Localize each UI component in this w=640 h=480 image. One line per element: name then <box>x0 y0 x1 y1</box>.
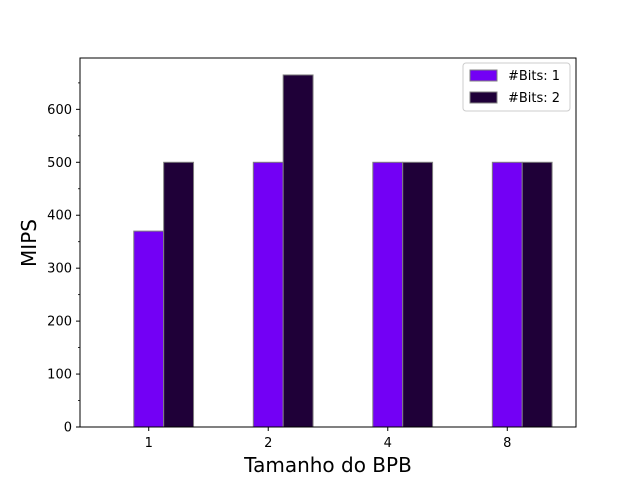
bar-series-1-8 <box>491 161 523 428</box>
legend: #Bits: 1 #Bits: 2 <box>462 62 571 112</box>
bar-series-1-1 <box>133 230 165 428</box>
x-tick-label: 1 <box>145 436 153 451</box>
x-tick-label: 2 <box>264 436 272 451</box>
bar-series-2-8 <box>521 161 553 428</box>
legend-label: #Bits: 2 <box>508 91 560 106</box>
x-tick-label: 4 <box>384 436 392 451</box>
legend-label: #Bits: 1 <box>508 69 560 84</box>
y-axis-label: MIPS <box>17 219 41 267</box>
x-tick-label: 8 <box>503 436 511 451</box>
y-tick-label: 200 <box>47 315 72 330</box>
y-tick-label: 300 <box>47 262 72 277</box>
y-tick-label: 600 <box>47 103 72 118</box>
bar-series-2-1 <box>163 161 195 428</box>
legend-swatch <box>469 91 498 104</box>
bar-series-2-4 <box>402 161 434 428</box>
bar-series-2-2 <box>282 74 314 428</box>
y-tick-label: 400 <box>47 209 72 224</box>
bars-group <box>133 74 553 428</box>
y-tick-label: 100 <box>47 368 72 383</box>
plot-frame <box>79 57 577 428</box>
x-axis: 1 2 4 8 <box>145 427 511 451</box>
bar-series-1-2 <box>252 161 284 428</box>
x-axis-label: Tamanho do BPB <box>243 453 412 477</box>
legend-swatch <box>469 69 498 82</box>
y-axis: 0 100 200 300 400 500 600 <box>47 82 80 436</box>
bar-series-1-4 <box>372 161 404 428</box>
y-tick-label: 500 <box>47 156 72 171</box>
y-tick-label: 0 <box>64 421 72 436</box>
